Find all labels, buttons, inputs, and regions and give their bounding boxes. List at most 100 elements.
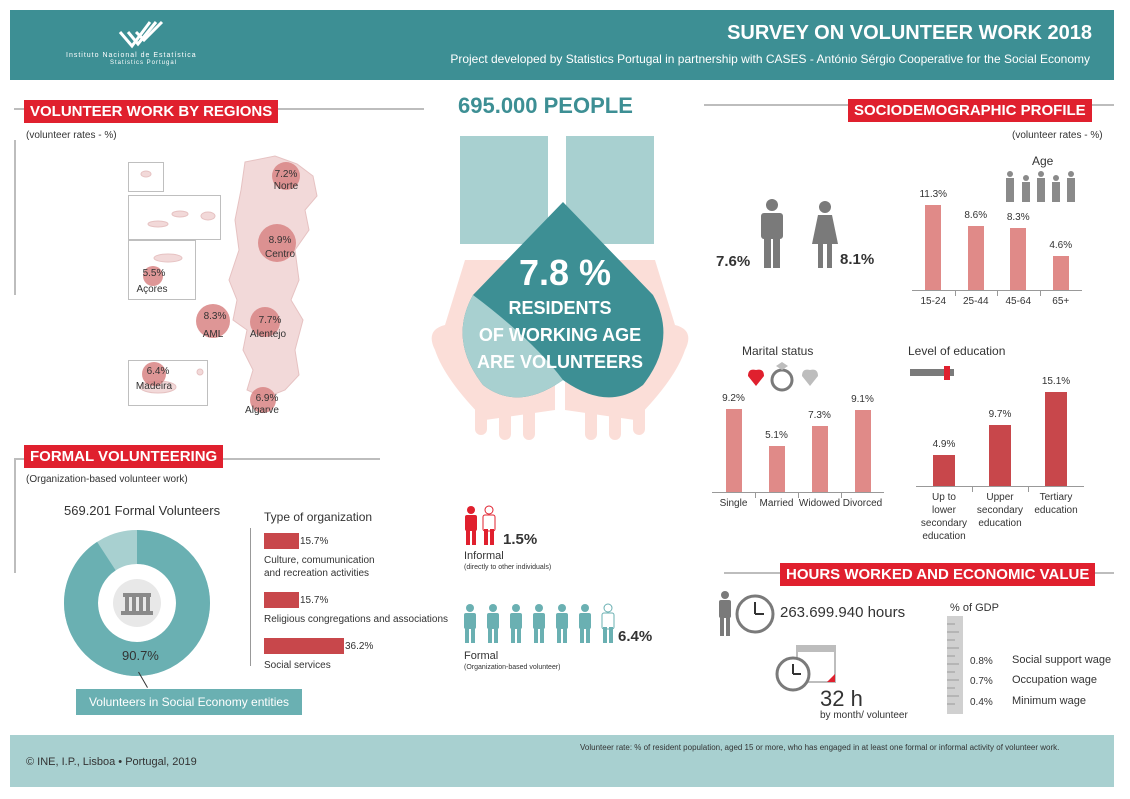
chart-bar [768,446,785,492]
acores-value: 5.5% [142,268,166,279]
page-subtitle: Project developed by Statistics Portugal… [450,52,1090,66]
section-rule-vertical [14,140,16,295]
age-title: Age [1032,154,1054,168]
logo-text: Instituto Nacional de Estatística [66,52,197,59]
centro-value: 8.9% [268,235,292,246]
chart-data-label: 15.1% [1041,375,1071,387]
socio-banner: SOCIODEMOGRAPHIC PROFILE [848,99,1092,122]
chart-tick-label: education [978,518,1022,529]
gdp-value-social: 0.8% [970,656,993,667]
gdp-label-minimum: Minimum wage [1012,695,1086,707]
regions-banner: VOLUNTEER WORK BY REGIONS [24,100,279,123]
female-value: 8.1% [840,251,875,268]
people-count: 695.000 PEOPLE [458,93,633,118]
org-label-culture-1: Culture, comumunication [264,555,375,566]
chart-bar [811,426,828,492]
chart-data-label: 8.3% [1006,211,1030,223]
org-bar-religious [264,592,299,608]
algarve-value: 6.9% [255,393,279,404]
chart-tick-label: lower [932,505,956,516]
chart-tick-label: Single [719,498,748,509]
hours-banner: HOURS WORKED AND ECONOMIC VALUE [780,563,1096,586]
formal-people-icon [464,603,615,643]
chart-tick-label: secondary [976,505,1024,516]
chart-tick [972,486,973,492]
regions-unit: (volunteer rates - %) [26,130,117,141]
ine-logo-icon [118,20,164,49]
hours-total: 263.699.940 hours [780,604,906,621]
org-label-culture-2: and recreation activities [264,568,370,579]
center-line3: ARE VOLUNTEERS [476,352,644,372]
chart-data-label: 11.3% [919,189,948,201]
gdp-value-occupation: 0.7% [970,676,993,687]
norte-bubble [272,162,300,190]
chart-tick [997,290,998,296]
org-label-religious: Religious congregations and associations [264,614,449,625]
chart-tick-label: 15-24 [920,296,947,307]
informal-label: Informal [464,550,504,562]
chart-tick-label: Married [759,498,794,509]
org-bar-social [264,638,344,654]
chart-bar [1045,391,1067,486]
header-bar [10,10,1114,80]
gdp-value-minimum: 0.4% [970,697,993,708]
calendar-clock-icon [775,645,836,692]
org-title: Type of organization [264,510,373,524]
centro-label: Centro [264,249,295,260]
chart-bar [967,225,984,290]
chart-data-label: 5.1% [765,430,788,442]
person-clock-icon [719,591,775,636]
gdp-ruler-icon [947,616,963,714]
socio-unit: (volunteer rates - %) [1012,130,1103,141]
chart-tick [841,492,842,498]
formal-people-label: Formal [464,650,499,662]
chart-bar [1052,255,1069,290]
org-value-religious: 15.7% [300,595,329,606]
age-chart: 11.3% 15-24 8.6% 25-44 8.3% 45-64 4.6% 65+ [912,189,1082,320]
center-line2: OF WORKING AGE [478,325,642,345]
page-title: SURVEY ON VOLUNTEER WORK 2018 [727,22,1092,44]
gdp-label-social: Social support wage [1012,654,1112,666]
informal-value: 1.5% [503,531,538,548]
footer-bar [10,735,1114,787]
org-value-social: 36.2% [345,641,374,652]
family-icon [1006,171,1075,202]
chart-bar [854,410,871,492]
alentejo-value: 7.7% [258,315,282,326]
chart-data-label: 7.3% [808,410,831,422]
chart-tick-label: Up to [932,492,956,503]
education-chart: 4.9% Up to lower secondary education 9.7% Uppe… [916,368,1084,552]
informal-sublabel: (directly to other individuals) [464,564,552,571]
chart-data-label: 9.2% [722,393,745,405]
chart-tick-label: 65+ [1052,296,1070,307]
chart-data-label: 9.7% [988,409,1012,421]
formal-unit: (Organization-based volunteer work) [26,474,188,485]
male-icon [761,199,783,268]
rings-hearts-icon [748,362,818,392]
formal-people-value: 6.4% [618,628,653,645]
algarve-label: Algarve [245,405,279,416]
chart-tick [755,492,756,498]
island-box-azores-east [128,240,196,300]
informal-people-icon [465,505,496,545]
alentejo-label: Alentejo [249,329,287,340]
donut-chart [64,530,210,676]
chart-bar [925,205,942,290]
marital-chart: 9.2% Single 5.1% Married 7.3% Widowed 9.1% Divo… [712,392,884,512]
chart-bar [1010,227,1027,290]
aml-value: 8.3% [203,311,227,322]
chart-data-label: 4.9% [932,439,956,451]
chart-bar [933,455,955,486]
building-icon [113,579,161,627]
chart-tick-label: education [922,531,966,542]
formal-banner: FORMAL VOLUNTEERING [24,445,224,468]
norte-label: Norte [273,181,299,192]
chart-tick [1039,290,1041,296]
madeira-value: 6.4% [146,366,170,377]
male-value: 7.6% [716,253,751,270]
alentejo-bubble [250,307,280,337]
chart-tick-label: Tertiary [1039,492,1073,503]
chart-tick-label: 45-64 [1005,296,1032,307]
madeira-bubble [142,362,166,386]
acores-bubble [143,266,163,286]
